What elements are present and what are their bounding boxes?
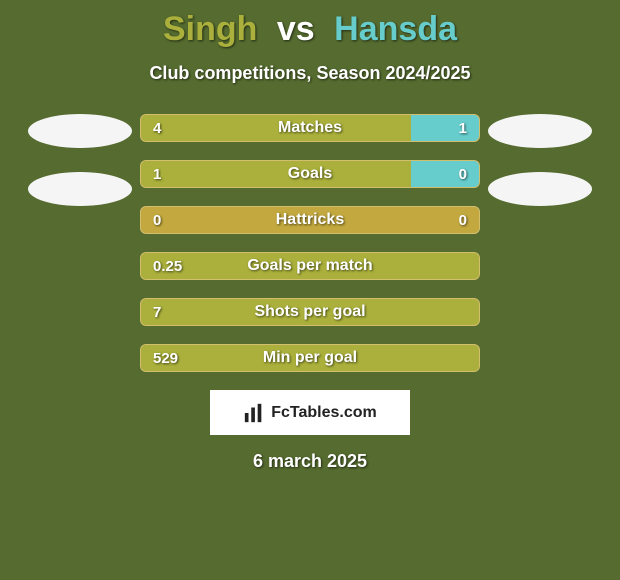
player1-segment (141, 299, 479, 325)
stat-row: Goals per match0.25 (140, 252, 480, 280)
stat-row: Min per goal529 (140, 344, 480, 372)
player1-name: Singh (163, 10, 257, 48)
chart-area: Matches41 Goals10 Hattricks0 0 Goals per mat… (0, 114, 620, 372)
stat-label: Hattricks (141, 207, 479, 233)
team-badge-placeholder (488, 114, 592, 148)
page-title: Singh vs Hansda (0, 0, 620, 49)
stat-row: Matches41 (140, 114, 480, 142)
player2-value: 0 (459, 207, 467, 233)
team-badge-placeholder (488, 172, 592, 206)
player1-value: 0 (153, 207, 161, 233)
title-vs: vs (277, 10, 315, 48)
player2-segment (411, 161, 479, 187)
stat-bars: Matches41 Goals10 Hattricks0 0 Goals per mat… (140, 114, 480, 372)
player1-badge-column (20, 114, 140, 206)
comparison-infographic: Singh vs Hansda Club competitions, Seaso… (0, 0, 620, 580)
player1-segment (141, 345, 479, 371)
stat-row: Goals10 (140, 160, 480, 188)
player2-name: Hansda (334, 10, 457, 48)
generated-date: 6 march 2025 (0, 451, 620, 472)
player2-badge-column (480, 114, 600, 206)
subtitle: Club competitions, Season 2024/2025 (0, 63, 620, 84)
player1-segment (141, 253, 479, 279)
player2-segment (411, 115, 479, 141)
player1-segment (141, 161, 411, 187)
source-logo: FcTables.com (210, 390, 410, 435)
bar-chart-icon (243, 402, 265, 424)
logo-text: FcTables.com (271, 404, 377, 422)
stat-row: Shots per goal7 (140, 298, 480, 326)
team-badge-placeholder (28, 114, 132, 148)
stat-row: Hattricks0 0 (140, 206, 480, 234)
team-badge-placeholder (28, 172, 132, 206)
player1-segment (141, 115, 411, 141)
